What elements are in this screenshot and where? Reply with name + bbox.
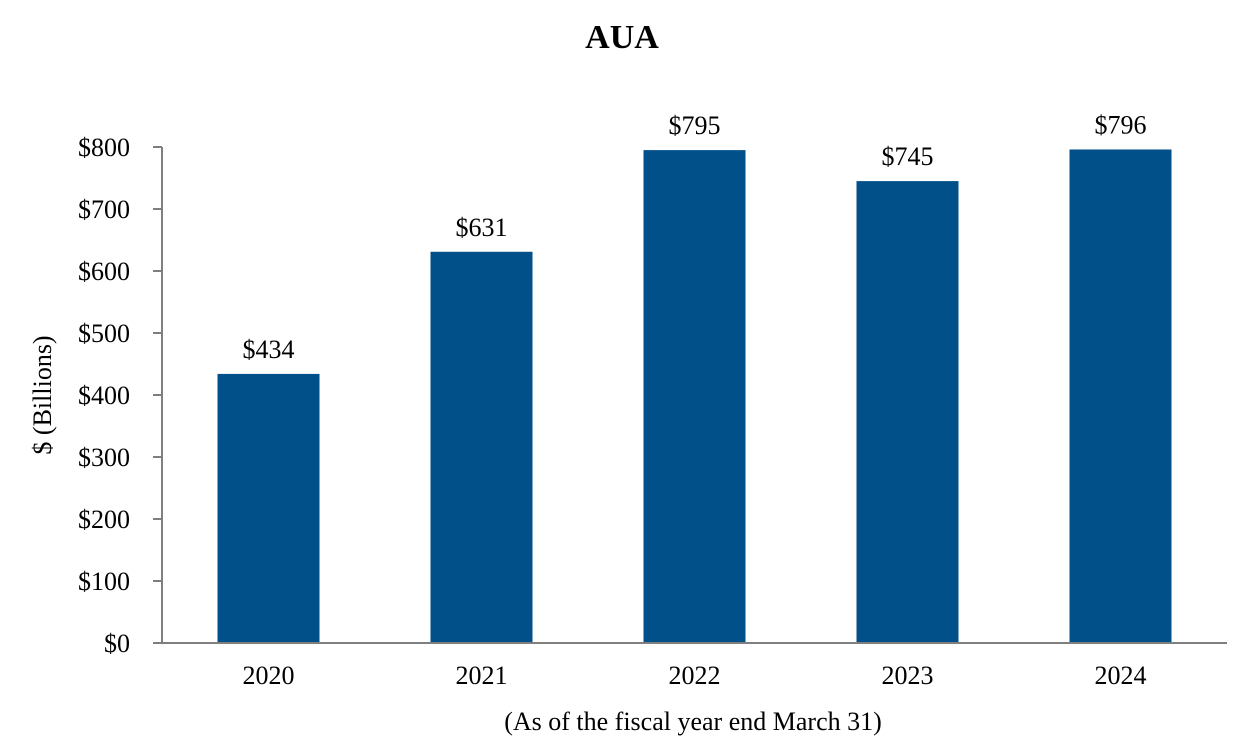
y-tick-label: $100 <box>78 567 130 596</box>
y-tick-label: $200 <box>78 505 130 534</box>
data-label-2024: $796 <box>1095 110 1147 139</box>
data-label-2023: $745 <box>882 142 934 171</box>
y-axis-label: $ (Billions) <box>28 335 57 454</box>
bar-2022 <box>643 150 746 643</box>
y-tick-label: $700 <box>78 195 130 224</box>
y-axis-ticks: $0 $100 $200 $300 $400 $500 $600 $700 $800 <box>78 133 162 658</box>
bars <box>217 149 1172 644</box>
x-tick-label: 2021 <box>456 661 508 690</box>
y-tick-label: $500 <box>78 319 130 348</box>
data-labels: $434 $631 $795 $745 $796 <box>243 110 1147 363</box>
y-tick-label: $800 <box>78 133 130 162</box>
x-axis-ticks: 2020 2021 2022 2023 2024 <box>243 661 1147 690</box>
bar-2021 <box>430 251 533 643</box>
x-tick-label: 2023 <box>882 661 934 690</box>
x-tick-label: 2020 <box>243 661 295 690</box>
y-tick-label: $300 <box>78 443 130 472</box>
y-tick-label: $400 <box>78 381 130 410</box>
data-label-2022: $795 <box>669 111 721 140</box>
data-label-2021: $631 <box>456 213 508 242</box>
y-tick-label: $600 <box>78 257 130 286</box>
chart-title: AUA <box>585 19 659 56</box>
bar-2023 <box>856 181 959 643</box>
y-tick-label: $0 <box>104 629 130 658</box>
x-tick-label: 2022 <box>669 661 721 690</box>
x-tick-label: 2024 <box>1095 661 1147 690</box>
x-axis-label: (As of the fiscal year end March 31) <box>504 707 882 736</box>
bar-2020 <box>217 373 320 643</box>
bar-2024 <box>1069 149 1172 644</box>
data-label-2020: $434 <box>243 335 295 364</box>
